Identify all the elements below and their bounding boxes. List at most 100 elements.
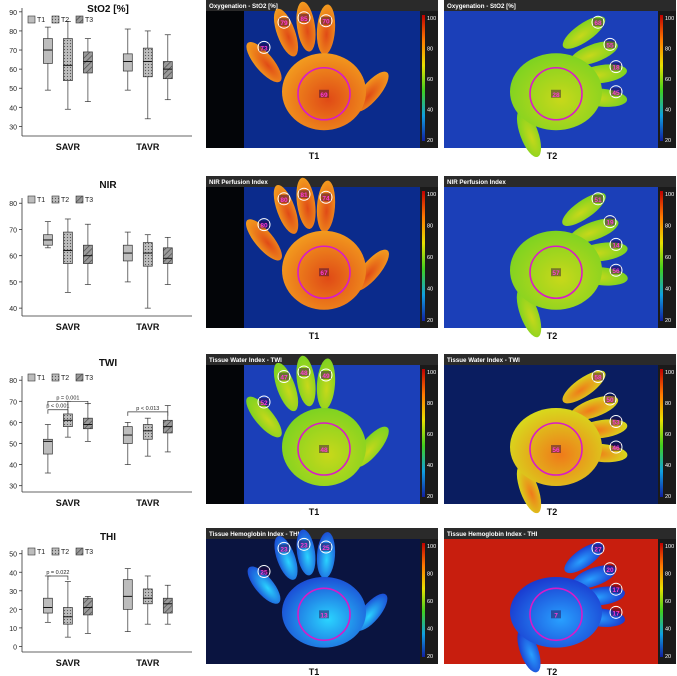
svg-text:20: 20 <box>665 494 671 500</box>
thermal-image-3-0: Tissue Hemoglobin Index - THI 25 23 23 25 13 1… <box>206 528 438 676</box>
thermal-image-2-1: Tissue Water Index - TWI 58 50 53 46 56 100 80 6… <box>444 354 676 516</box>
box-mark <box>122 231 133 283</box>
roi-marker: 20 <box>603 562 617 576</box>
svg-text:40: 40 <box>427 627 433 633</box>
svg-text:28: 28 <box>552 92 560 99</box>
svg-text:23: 23 <box>300 542 308 549</box>
box-mark <box>142 417 153 457</box>
image-title: Tissue Hemoglobin Index - THI <box>447 531 538 538</box>
svg-text:80: 80 <box>427 47 433 53</box>
roi-marker: 80 <box>257 218 271 232</box>
roi-marker: 74 <box>319 190 333 204</box>
image-caption: T2 <box>547 151 558 160</box>
legend-label: T1 <box>37 375 45 382</box>
box-mark <box>122 568 133 632</box>
y-tick-label: 70 <box>9 227 17 234</box>
svg-text:60: 60 <box>665 599 671 605</box>
group-label: TAVR <box>136 498 160 508</box>
y-tick-label: 60 <box>9 254 17 261</box>
svg-text:40: 40 <box>665 463 671 469</box>
box-mark <box>142 234 153 309</box>
image-title: NIR Perfusion Index <box>447 179 506 186</box>
boxplot-0: StO2 [%] 90 80 70 60 50 40 30 T1 T2 T3 SAVR TAVR <box>9 4 192 152</box>
svg-text:20: 20 <box>665 138 671 144</box>
svg-text:58: 58 <box>594 375 602 382</box>
box-mark <box>63 400 73 438</box>
roi-marker: 27 <box>591 541 605 555</box>
group-label: TAVR <box>136 322 160 332</box>
group-label: TAVR <box>136 142 160 152</box>
legend-swatch <box>51 373 60 382</box>
thermal-image-0-0: Oxygenation - StO2 [%] 73 79 85 70 69 100 80 60 4… <box>206 0 438 160</box>
svg-text:100: 100 <box>427 370 436 376</box>
svg-text:80: 80 <box>260 223 268 230</box>
svg-text:100: 100 <box>427 544 436 550</box>
colorbar: 100 80 60 40 20 <box>420 539 438 664</box>
roi-marker: 52 <box>257 395 271 409</box>
svg-text:49: 49 <box>322 373 330 380</box>
svg-text:57: 57 <box>552 270 560 277</box>
svg-text:100: 100 <box>427 16 436 22</box>
box-mark <box>83 38 93 102</box>
y-tick-label: 40 <box>9 570 17 577</box>
thermal-image-3-1: Tissue Hemoglobin Index - THI 27 20 17 17 7 10… <box>444 528 676 676</box>
y-tick-label: 40 <box>9 105 17 112</box>
y-tick-label: 80 <box>9 29 17 36</box>
svg-text:40: 40 <box>665 287 671 293</box>
y-tick-label: 50 <box>9 441 17 448</box>
box-mark <box>43 26 53 91</box>
legend-label: T2 <box>61 197 69 204</box>
svg-text:17: 17 <box>612 587 620 594</box>
svg-text:20: 20 <box>665 318 671 324</box>
svg-text:25: 25 <box>322 545 330 552</box>
legend-label: T3 <box>85 375 93 382</box>
image-caption: T2 <box>547 507 558 516</box>
svg-text:p < 0.013: p < 0.013 <box>136 406 159 412</box>
legend-swatch <box>27 195 36 204</box>
panel-title: StO2 [%] <box>87 4 129 15</box>
significance-bracket: p < 0.001 <box>46 404 69 414</box>
svg-text:60: 60 <box>427 599 433 605</box>
svg-text:20: 20 <box>427 138 433 144</box>
roi-marker: 67 <box>319 268 329 277</box>
boxplot-1: NIR 80 70 60 50 40 T1 T2 T3 SAVR TAVR <box>9 180 192 332</box>
svg-text:67: 67 <box>320 270 328 277</box>
colorbar: 100 80 60 40 20 <box>420 11 438 148</box>
y-tick-label: 80 <box>9 378 17 385</box>
image-title: NIR Perfusion Index <box>209 179 268 186</box>
svg-text:80: 80 <box>665 572 671 578</box>
colorbar: 100 80 60 40 20 <box>420 187 438 328</box>
boxplot-2: TWI 80 70 60 50 40 30 T1 T2 T3 SAVR TAVR p = 0.001 p … <box>9 358 192 508</box>
svg-text:47: 47 <box>280 375 288 382</box>
box-mark <box>63 581 73 638</box>
legend-label: T3 <box>85 17 93 24</box>
legend-swatch <box>27 547 36 556</box>
y-tick-label: 90 <box>9 10 17 17</box>
y-tick-label: 50 <box>9 86 17 93</box>
svg-text:20: 20 <box>606 567 614 574</box>
significance-bracket: p = 0.001 <box>47 395 89 406</box>
hand-shape <box>510 370 628 514</box>
group-label: TAVR <box>136 658 160 668</box>
roi-marker: 46 <box>609 440 623 454</box>
hand-shape <box>246 355 389 486</box>
roi-marker: 79 <box>277 15 291 29</box>
svg-text:40: 40 <box>665 108 671 114</box>
group-label: SAVR <box>56 498 81 508</box>
image-title: Tissue Water Index - TWI <box>447 357 520 364</box>
colorbar: 100 80 60 40 20 <box>658 365 676 504</box>
svg-text:40: 40 <box>665 627 671 633</box>
svg-text:60: 60 <box>427 255 433 261</box>
image-title: Tissue Water Index - TWI <box>209 357 282 364</box>
y-tick-label: 60 <box>9 67 17 74</box>
svg-text:45: 45 <box>612 90 620 97</box>
image-caption: T1 <box>309 507 320 516</box>
roi-marker: 80 <box>277 192 291 206</box>
roi-marker: 18 <box>609 60 623 74</box>
thermal-image-2-0: Tissue Water Index - TWI 52 47 48 49 48 100 80 6… <box>206 354 438 516</box>
svg-text:68: 68 <box>594 20 602 27</box>
image-title: Tissue Hemoglobin Index - THI <box>209 531 300 538</box>
roi-marker: 23 <box>297 537 311 551</box>
image-caption: T2 <box>547 331 558 340</box>
roi-marker: 28 <box>551 89 561 99</box>
